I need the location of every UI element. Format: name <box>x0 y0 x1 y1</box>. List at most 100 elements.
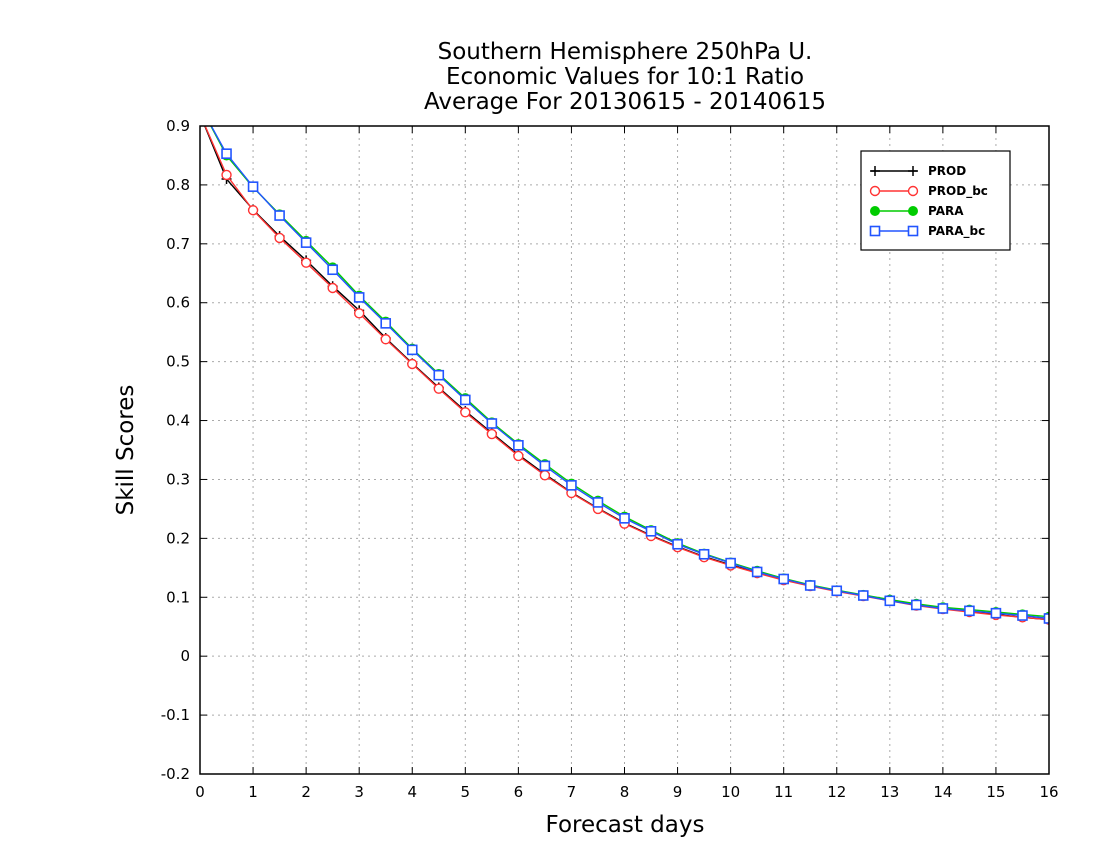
chart-title: Southern Hemisphere 250hPa U. Economic V… <box>424 39 826 115</box>
legend-label-prod-bc: PROD_bc <box>928 184 988 199</box>
x-tick-label: 11 <box>774 783 793 801</box>
y-tick-label: 0.6 <box>166 294 190 312</box>
y-tick-label: -0.1 <box>161 706 190 724</box>
x-tick-label: 8 <box>620 783 630 801</box>
x-tick-label: 9 <box>673 783 683 801</box>
legend-entry-prod-bc: PROD_bc <box>869 184 988 199</box>
legend-entry-prod: PROD <box>870 164 966 178</box>
data-point-para-bc <box>486 418 498 429</box>
x-tick-label: 13 <box>880 783 899 801</box>
data-point-para-bc <box>406 344 418 356</box>
legend-marker-para-bc <box>869 225 881 237</box>
x-tick-label: 1 <box>248 783 258 801</box>
data-point-para-bc <box>990 607 1002 619</box>
y-tick-label: 0.4 <box>166 412 190 430</box>
y-tick-label: 0.9 <box>166 117 190 135</box>
data-point-para-bc <box>539 460 551 472</box>
data-point-para-bc <box>698 548 710 560</box>
plot-series <box>204 126 1049 625</box>
legend-marker-prod-bc <box>869 185 881 197</box>
y-tick-label: 0.1 <box>166 588 190 606</box>
legend-label-para: PARA <box>928 204 964 218</box>
legend-marker-prod-bc <box>907 185 919 197</box>
data-point-para-bc <box>645 525 657 537</box>
x-tick-label: 4 <box>407 783 417 801</box>
data-point-para-bc <box>592 497 604 508</box>
x-tick-label: 12 <box>827 783 846 801</box>
legend-marker-para <box>908 206 918 216</box>
x-axis-label: Forecast days <box>546 812 705 838</box>
data-point-para-bc <box>460 394 471 406</box>
y-tick-label: 0.8 <box>166 176 190 194</box>
data-point-prod-bc <box>407 358 418 370</box>
data-point-para-bc <box>433 369 445 381</box>
data-point-para-bc <box>964 605 975 617</box>
data-point-para-bc <box>513 439 524 451</box>
data-point-prod-bc <box>300 257 312 268</box>
x-tick-label: 0 <box>195 783 205 801</box>
data-point-prod-bc <box>539 470 551 481</box>
x-tick-label: 3 <box>354 783 364 801</box>
data-point-prod-bc <box>247 205 259 216</box>
data-point-para-bc <box>353 292 365 303</box>
data-point-para-bc <box>778 573 789 585</box>
plot-frame <box>199 125 1050 775</box>
data-point-prod-bc <box>221 169 232 181</box>
x-tick-label: 6 <box>514 783 524 801</box>
data-point-prod-bc <box>274 232 285 244</box>
data-point-prod-bc <box>380 334 391 345</box>
data-point-para-bc <box>751 566 763 578</box>
data-point-para-bc <box>327 264 338 276</box>
chart-title-line-3: Average For 20130615 - 20140615 <box>424 89 826 115</box>
legend-entry-para-bc: PARA_bc <box>869 224 985 239</box>
x-axis-ticks: 0 1 2 3 4 5 6 7 8 9 10 11 12 13 14 15 16 <box>195 126 1059 801</box>
data-point-para-bc <box>911 599 922 611</box>
data-point-prod-bc <box>513 450 524 462</box>
data-point-para-bc <box>884 595 896 607</box>
data-point-para-bc <box>380 318 392 329</box>
legend-marker-para <box>870 206 880 216</box>
y-tick-label: 0.3 <box>166 470 190 488</box>
x-tick-label: 15 <box>986 783 1005 801</box>
legend-label-prod: PROD <box>928 164 966 178</box>
data-point-para-bc <box>274 210 285 221</box>
y-tick-label: 0.2 <box>166 529 190 547</box>
data-point-prod-bc <box>327 282 338 294</box>
data-point-prod-bc <box>460 407 471 418</box>
legend-marker-prod <box>908 166 918 176</box>
chart-title-line-2: Economic Values for 10:1 Ratio <box>446 64 804 90</box>
x-tick-label: 14 <box>933 783 952 801</box>
data-point-para-bc <box>1017 610 1028 621</box>
legend: PROD PROD_bc PARA PARA_bc <box>860 150 1011 251</box>
y-tick-label: 0 <box>180 647 190 665</box>
x-tick-label: 5 <box>461 783 471 801</box>
x-tick-label: 16 <box>1039 783 1058 801</box>
x-tick-label: 7 <box>567 783 577 801</box>
y-tick-label: 0.7 <box>166 235 190 253</box>
legend-box <box>860 150 1011 251</box>
x-tick-label: 10 <box>721 783 740 801</box>
legend-marker-para-bc <box>907 225 919 237</box>
data-point-para-bc <box>300 237 312 248</box>
data-point-para-bc <box>247 181 259 192</box>
data-point-para-bc <box>725 557 736 569</box>
chart-title-line-1: Southern Hemisphere 250hPa U. <box>438 39 813 65</box>
data-point-para-bc <box>566 480 577 491</box>
series-para-bc <box>210 126 1049 624</box>
data-point-prod-bc <box>486 428 498 440</box>
data-point-para-bc <box>831 585 843 597</box>
y-tick-label: -0.2 <box>161 765 190 783</box>
data-point-para-bc <box>619 513 630 524</box>
legend-label-para-bc: PARA_bc <box>928 224 985 239</box>
data-point-para-bc <box>672 538 683 550</box>
data-point-para-bc <box>221 148 232 159</box>
data-point-para-bc <box>1043 613 1049 624</box>
y-tick-label: 0.5 <box>166 353 190 371</box>
y-axis-label: Skill Scores <box>113 385 139 516</box>
data-point-prod-bc <box>353 308 365 319</box>
legend-marker-prod <box>870 166 880 176</box>
data-point-prod-bc <box>433 383 444 394</box>
y-axis-ticks: -0.2 -0.1 0 0.1 0.2 0.3 0.4 0.5 0.6 0.7 0.8 0.9 <box>161 117 1049 783</box>
legend-entry-para: PARA <box>870 204 964 218</box>
